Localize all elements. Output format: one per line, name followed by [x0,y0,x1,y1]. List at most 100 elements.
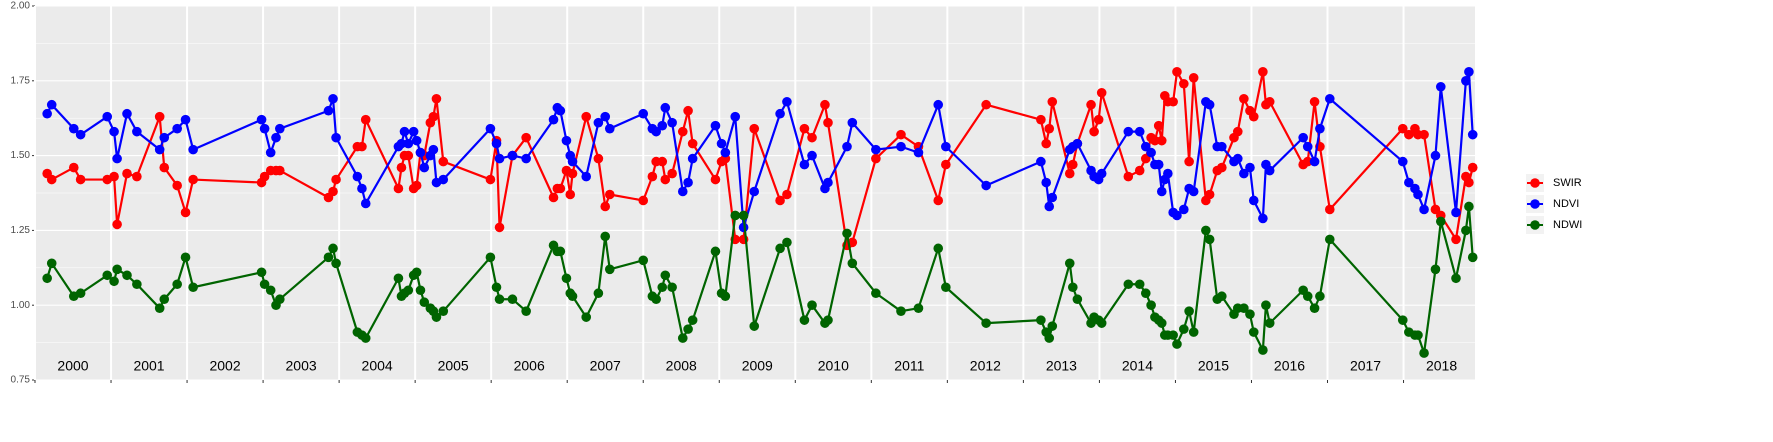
data-point [1413,189,1423,200]
data-point [720,291,731,302]
data-point [102,111,113,122]
data-point [1036,114,1046,125]
period-label: 2000 [57,358,88,374]
data-point [600,201,611,212]
data-point [180,114,191,125]
data-point [1134,279,1145,290]
data-point [1068,159,1078,170]
data-point [896,141,906,152]
data-point [716,138,727,149]
period-label: 2016 [1274,358,1305,374]
data-point [265,147,276,158]
data-point [807,132,817,143]
period-label: 2018 [1426,358,1457,374]
data-point [1044,333,1055,343]
data-point [331,132,341,143]
data-point [360,114,371,125]
data-point [657,282,668,293]
data-point [593,117,604,128]
data-point [411,267,422,278]
data-point [265,285,276,296]
data-point [1217,291,1227,302]
data-point [651,126,661,137]
data-point [1302,291,1313,302]
data-point [1404,177,1414,188]
data-point [941,141,951,152]
data-point [1461,76,1471,86]
data-point [393,183,404,194]
data-point [1467,252,1478,263]
data-point [677,126,688,137]
data-point [132,126,142,137]
data-point [710,174,721,185]
data-point [275,123,285,134]
data-point [683,105,693,116]
data-point [112,264,122,275]
data-point [1258,67,1268,77]
data-point [933,99,944,110]
data-point [357,183,367,194]
data-point [677,333,688,343]
data-point [109,171,119,182]
data-point [1201,225,1211,236]
data-point [75,288,86,299]
data-point [1264,165,1275,176]
data-point [1188,327,1199,337]
data-point [1264,318,1275,328]
data-point [1467,162,1478,173]
data-point [428,111,439,122]
data-point [494,153,505,164]
data-point [567,168,578,179]
data-point [431,93,442,104]
data-point [180,252,191,263]
data-point [428,144,439,155]
data-point [1404,129,1414,140]
data-point [188,282,198,293]
data-point [1153,159,1164,170]
data-point [1419,204,1429,215]
data-point [638,195,649,206]
data-point [555,183,566,194]
data-point [667,282,677,293]
data-point [660,102,671,113]
data-point [749,123,760,134]
data-point [75,174,86,185]
data-point [561,135,572,146]
data-point [1239,93,1249,104]
data-point [913,303,924,313]
data-point [1086,99,1096,110]
data-point [823,117,833,128]
data-point [1156,186,1167,197]
data-point [491,138,502,149]
data-point [408,126,419,137]
data-point [507,150,518,161]
data-point [328,186,338,197]
data-point [593,153,604,164]
data-point [567,156,578,167]
data-point [1258,213,1268,224]
data-point [1064,258,1075,269]
data-point [638,255,649,266]
data-point [1156,318,1167,328]
data-point [1179,204,1189,215]
data-point [1140,288,1151,299]
data-point [581,111,592,122]
data-point [172,279,182,290]
data-point [1146,147,1156,158]
data-point [154,144,165,155]
data-point [259,171,270,182]
data-point [600,111,611,122]
data-point [122,168,132,179]
period-label: 2006 [514,358,545,374]
period-label: 2013 [1046,358,1077,374]
data-point [1397,123,1408,134]
data-point [1467,129,1478,140]
data-point [172,180,182,191]
data-point [1072,138,1083,149]
data-point [521,306,531,316]
data-point [842,141,852,152]
data-point [667,117,677,128]
data-point [1089,126,1099,137]
data-point [842,228,852,239]
